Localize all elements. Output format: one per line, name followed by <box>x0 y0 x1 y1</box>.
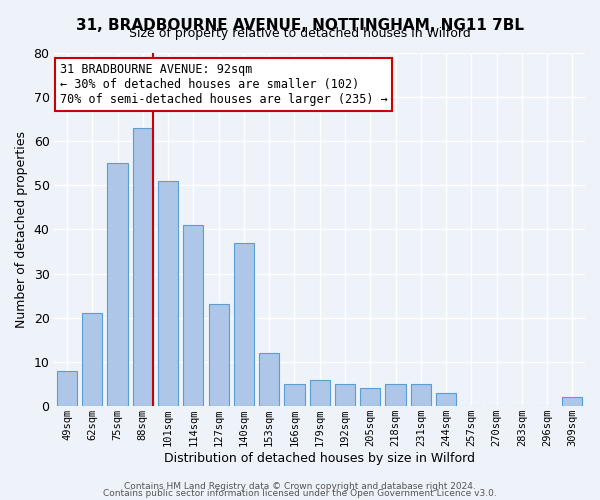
Text: Contains public sector information licensed under the Open Government Licence v3: Contains public sector information licen… <box>103 489 497 498</box>
Bar <box>335 384 355 406</box>
Bar <box>82 314 103 406</box>
Bar <box>209 304 229 406</box>
Bar <box>284 384 305 406</box>
Bar <box>562 398 583 406</box>
Bar <box>107 163 128 406</box>
Bar <box>436 393 456 406</box>
Text: Contains HM Land Registry data © Crown copyright and database right 2024.: Contains HM Land Registry data © Crown c… <box>124 482 476 491</box>
Text: 31 BRADBOURNE AVENUE: 92sqm
← 30% of detached houses are smaller (102)
70% of se: 31 BRADBOURNE AVENUE: 92sqm ← 30% of det… <box>60 63 388 106</box>
Bar <box>234 242 254 406</box>
Bar <box>310 380 330 406</box>
Bar <box>57 371 77 406</box>
Bar <box>183 225 203 406</box>
Bar <box>385 384 406 406</box>
Text: 31, BRADBOURNE AVENUE, NOTTINGHAM, NG11 7BL: 31, BRADBOURNE AVENUE, NOTTINGHAM, NG11 … <box>76 18 524 32</box>
Bar <box>360 388 380 406</box>
Bar <box>259 353 279 406</box>
X-axis label: Distribution of detached houses by size in Wilford: Distribution of detached houses by size … <box>164 452 475 465</box>
Bar <box>133 128 153 406</box>
Text: Size of property relative to detached houses in Wilford: Size of property relative to detached ho… <box>129 28 471 40</box>
Bar <box>410 384 431 406</box>
Y-axis label: Number of detached properties: Number of detached properties <box>15 131 28 328</box>
Bar <box>158 180 178 406</box>
